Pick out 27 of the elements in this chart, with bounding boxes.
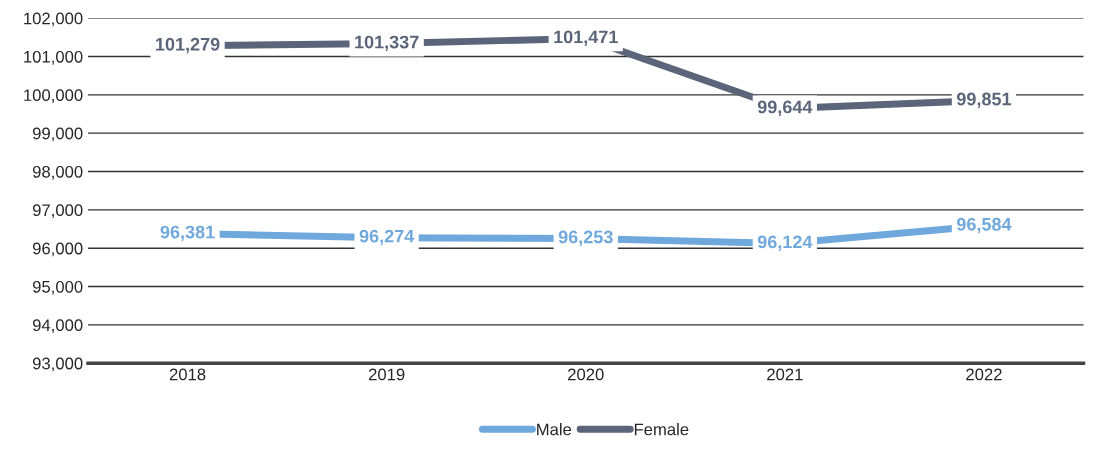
y-tick-label: 98,000: [32, 165, 83, 180]
x-tick-label: 2020: [568, 368, 604, 381]
data-label: 96,124: [757, 235, 813, 251]
y-tick-label: 101,000: [24, 50, 83, 65]
x-tick-label: 2018: [169, 368, 206, 381]
y-tick-label: 99,000: [32, 127, 83, 142]
data-label: 99,644: [757, 100, 813, 116]
y-tick-label: 95,000: [32, 280, 83, 295]
y-tick-label: 93,000: [32, 357, 83, 372]
legend-label: Female: [634, 423, 689, 436]
x-tick-label: 2019: [368, 368, 405, 381]
y-tick-label: 94,000: [32, 319, 83, 334]
data-label: 101,337: [355, 35, 419, 52]
data-label: 96,253: [558, 230, 613, 246]
x-tick-label: 2021: [767, 368, 803, 381]
data-label: 96,274: [359, 229, 415, 246]
data-label: 101,279: [156, 37, 220, 54]
y-tick-label: 100,000: [24, 89, 83, 104]
x-tick-label: 2022: [966, 368, 1002, 381]
data-label: 99,851: [956, 92, 1012, 109]
y-tick-label: 97,000: [32, 204, 83, 219]
data-label: 96,584: [956, 217, 1012, 234]
legend-label: Male: [537, 423, 572, 436]
data-label: 101,471: [554, 30, 618, 46]
y-tick-label: 96,000: [32, 242, 83, 257]
y-tick-label: 102,000: [24, 12, 83, 27]
data-label: 96,381: [160, 225, 215, 242]
